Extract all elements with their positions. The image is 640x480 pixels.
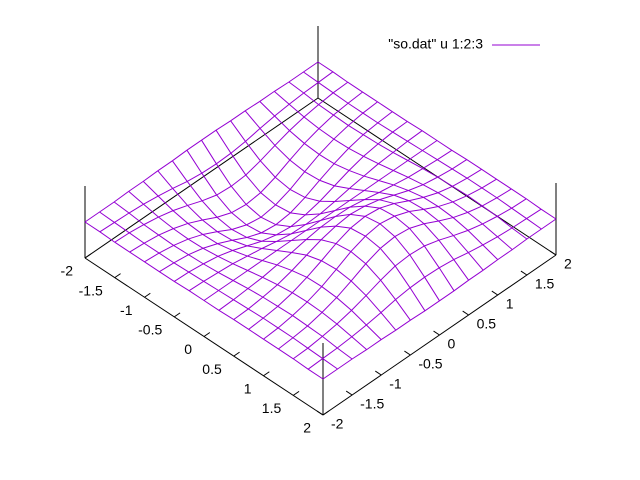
mesh-line [84,61,319,223]
x-tick-label: -2 [61,263,74,279]
y-tick [549,250,557,256]
mesh-line [173,121,408,282]
y-tick-label: 0.5 [477,316,497,332]
y-tick-label: 1.5 [535,276,555,292]
mesh-line [99,71,334,233]
x-tick [322,410,330,416]
x-tick-label: 2 [303,420,311,436]
y-tick-label: 0 [448,336,456,352]
y-tick [345,390,353,396]
y-tick-label: -1.5 [360,396,384,412]
y-tick-label: 2 [564,256,572,272]
legend-label: "so.dat" u 1:2:3 [388,36,483,52]
x-tick [292,390,300,396]
x-tick-label: -1 [120,302,133,318]
x-tick-label: 0 [184,341,192,357]
mesh-line [159,111,393,273]
mesh-line [292,198,527,360]
mesh-line [248,168,482,330]
mesh-line [263,178,497,340]
y-tick [404,350,411,356]
mesh-line [307,208,542,370]
y-tick [462,310,469,316]
base-edge [84,97,319,259]
x-tick-label: 0.5 [202,361,222,377]
mesh-line [203,140,438,301]
mesh-line [233,159,468,320]
x-tick-label: -1.5 [79,282,103,298]
y-tick-label: -2 [331,416,344,432]
x-tick-label: 1.5 [262,400,282,416]
x-tick-label: 1 [244,380,252,396]
y-tick [433,330,440,336]
y-tick [520,270,528,276]
x-tick [84,253,92,259]
x-tick-label: -0.5 [138,322,162,338]
x-tick [144,292,151,298]
x-tick [173,312,181,318]
y-tick [316,410,324,416]
y-tick-label: -1 [389,376,402,392]
x-tick [233,351,240,357]
mesh-line [218,149,453,311]
y-tick-label: 1 [506,296,514,312]
x-tick [114,273,121,279]
mesh-line [278,188,512,350]
mesh-line [129,91,363,253]
y-tick [375,370,382,376]
mesh-line [144,101,378,263]
mesh-line [188,130,423,292]
mesh-line [114,81,349,243]
x-tick [203,332,211,337]
mesh-line [322,218,557,380]
y-tick-label: -0.5 [418,356,442,372]
y-tick [491,290,499,296]
x-tick [263,371,270,377]
